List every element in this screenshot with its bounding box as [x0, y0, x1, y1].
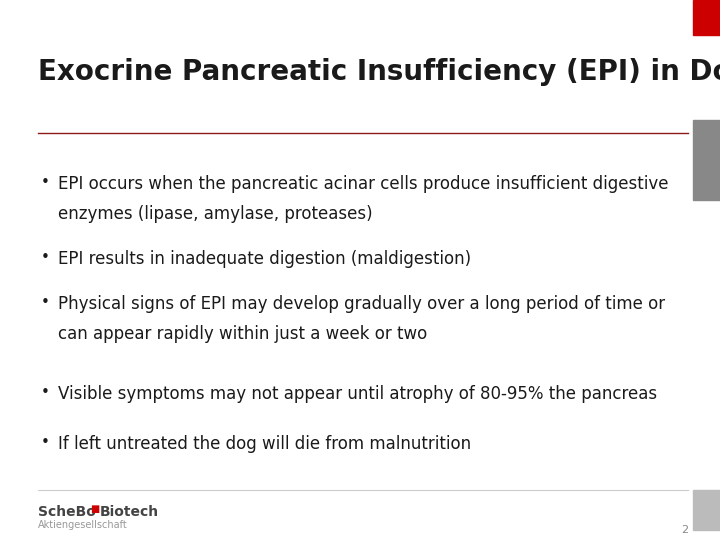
Text: Exocrine Pancreatic Insufficiency (EPI) in Dogs: Exocrine Pancreatic Insufficiency (EPI) … [38, 58, 720, 86]
Text: Physical signs of EPI may develop gradually over a long period of time or: Physical signs of EPI may develop gradua… [58, 295, 665, 313]
Text: Biotech: Biotech [100, 505, 159, 519]
Bar [693, 490, 720, 530]
Text: •: • [40, 250, 50, 265]
Text: 2: 2 [681, 525, 688, 535]
Text: If left untreated the dog will die from malnutrition: If left untreated the dog will die from … [58, 435, 471, 453]
Bar [693, 120, 720, 200]
Text: enzymes (lipase, amylase, proteases): enzymes (lipase, amylase, proteases) [58, 205, 373, 223]
Text: EPI results in inadequate digestion (maldigestion): EPI results in inadequate digestion (mal… [58, 250, 471, 268]
Text: EPI occurs when the pancreatic acinar cells produce insufficient digestive: EPI occurs when the pancreatic acinar ce… [58, 175, 668, 193]
Text: Visible symptoms may not appear until atrophy of 80-95% the pancreas: Visible symptoms may not appear until at… [58, 385, 657, 403]
Text: ■: ■ [90, 504, 99, 514]
Text: can appear rapidly within just a week or two: can appear rapidly within just a week or… [58, 325, 427, 343]
Text: •: • [40, 295, 50, 310]
Bar [693, 0, 720, 35]
Text: •: • [40, 435, 50, 450]
Text: •: • [40, 175, 50, 190]
Text: •: • [40, 385, 50, 400]
Text: ScheBo: ScheBo [38, 505, 96, 519]
Text: Aktiengesellschaft: Aktiengesellschaft [38, 520, 127, 530]
